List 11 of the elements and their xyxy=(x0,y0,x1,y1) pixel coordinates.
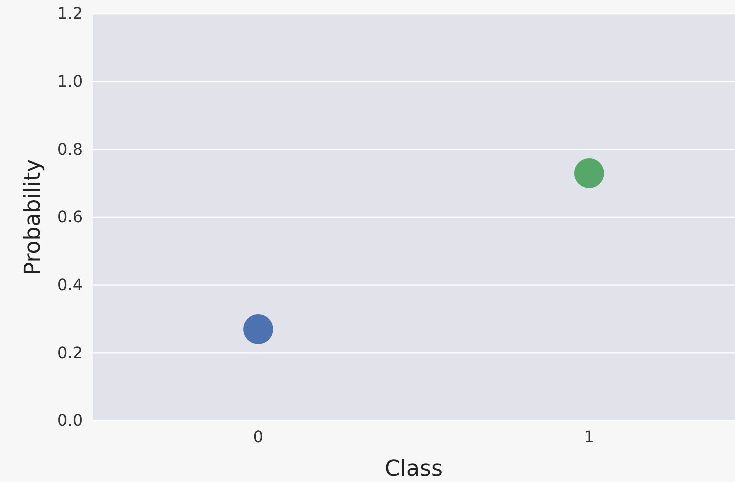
x-axis-title: Class xyxy=(385,457,443,482)
y-tick-label: 1.2 xyxy=(58,4,83,24)
x-tick-label: 0 xyxy=(253,427,264,446)
x-tick-label: 1 xyxy=(584,427,594,446)
y-tick-label: 0.6 xyxy=(58,208,83,227)
y-tick-label: 1.0 xyxy=(58,72,83,91)
y-tick-label: 0.4 xyxy=(58,275,83,294)
y-axis-title: Probability xyxy=(21,159,46,276)
y-tick-label: 0.0 xyxy=(58,411,83,430)
y-tick-label: 0.8 xyxy=(58,140,83,159)
y-tick-label: 0.2 xyxy=(58,343,83,362)
